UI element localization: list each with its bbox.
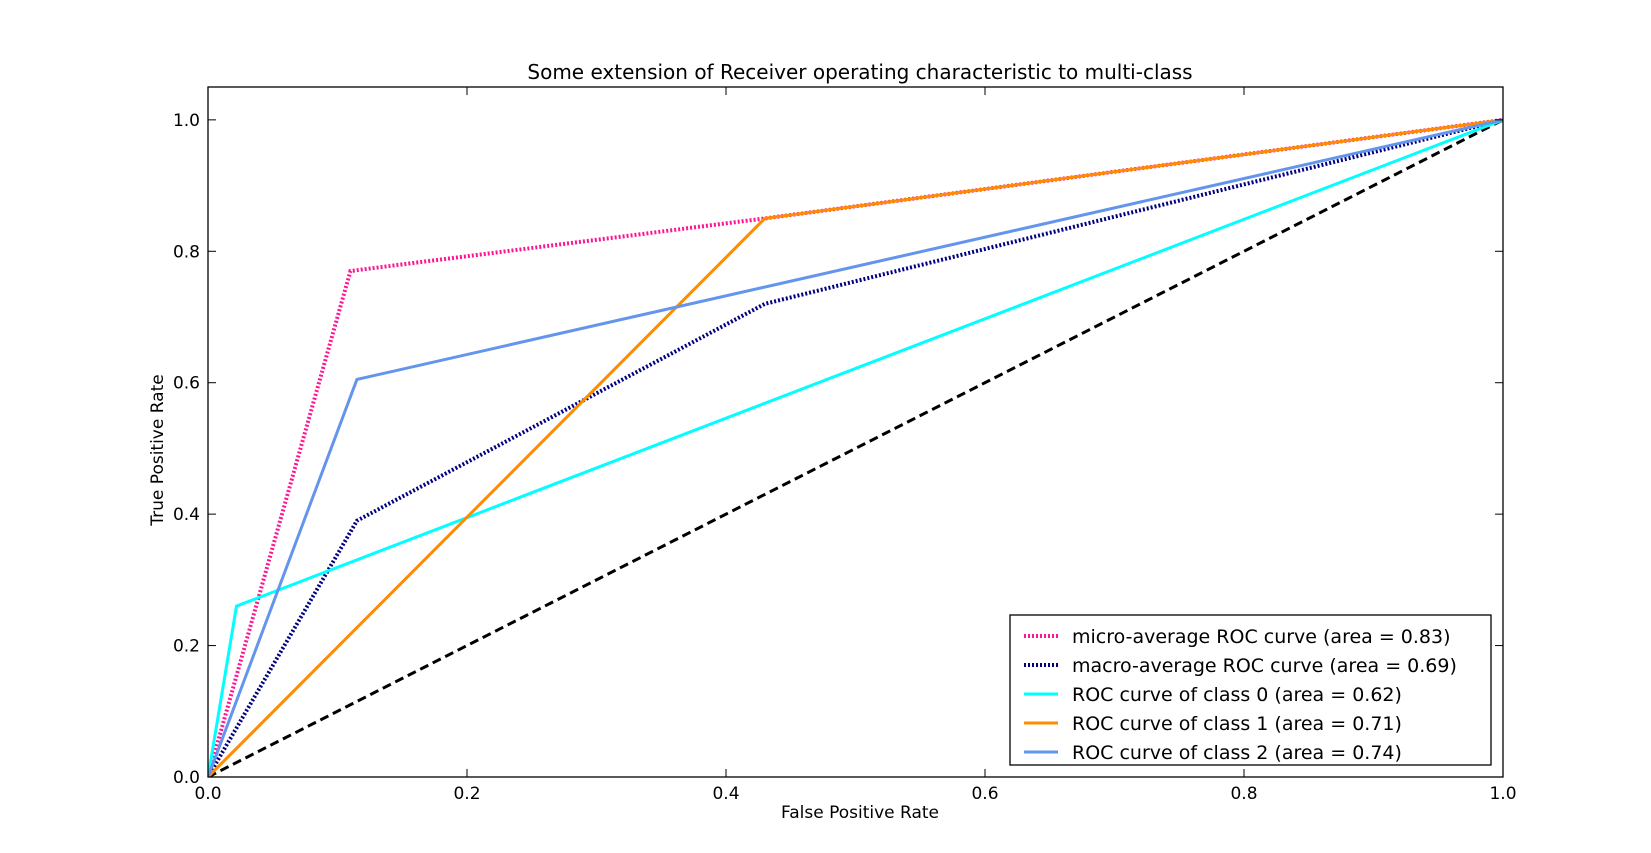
x-tick-label: 1.0	[1489, 784, 1516, 804]
axes: 0.0 0.2 0.4 0.6 0.8 1.0 0.0 0.2 0.4 0.6 0.8 1.0	[173, 86, 1517, 804]
y-tick-label: 0.4	[173, 505, 200, 525]
chance-line	[208, 118, 1503, 777]
roc-series-line-2	[208, 118, 1503, 777]
roc-series-line-4	[208, 118, 1503, 777]
legend-entry: micro-average ROC curve (area = 0.83)	[1072, 626, 1451, 648]
x-tick-label: 0.0	[194, 784, 221, 804]
y-axis-title: True Positive Rate	[148, 374, 168, 526]
plot-area	[208, 117, 1503, 777]
legend-entry: ROC curve of class 2 (area = 0.74)	[1072, 742, 1402, 764]
chart-title: Some extension of Receiver operating cha…	[527, 60, 1192, 84]
legend-entry: ROC curve of class 0 (area = 0.62)	[1072, 684, 1402, 706]
x-tick-label: 0.2	[453, 784, 480, 804]
axes-frame	[207, 86, 1504, 778]
roc-series-line-3	[208, 118, 1503, 777]
x-tick-label: 0.6	[971, 784, 998, 804]
x-tick-label: 0.8	[1230, 784, 1257, 804]
legend-entry: ROC curve of class 1 (area = 0.71)	[1072, 713, 1402, 735]
y-tick-label: 1.0	[173, 111, 200, 131]
roc-series-line-1	[208, 117, 1503, 777]
y-tick-label: 0.2	[173, 637, 200, 657]
legend-box	[1009, 614, 1492, 766]
y-tick-label: 0.0	[173, 768, 200, 788]
x-tick-label: 0.4	[712, 784, 739, 804]
y-tick-label: 0.8	[173, 242, 200, 262]
legend: micro-average ROC curve (area = 0.83) mac…	[1009, 614, 1492, 766]
legend-entry: macro-average ROC curve (area = 0.69)	[1072, 655, 1457, 677]
plot-marks	[208, 117, 1503, 777]
x-axis-title: False Positive Rate	[781, 803, 939, 823]
y-tick-label: 0.6	[173, 374, 200, 394]
